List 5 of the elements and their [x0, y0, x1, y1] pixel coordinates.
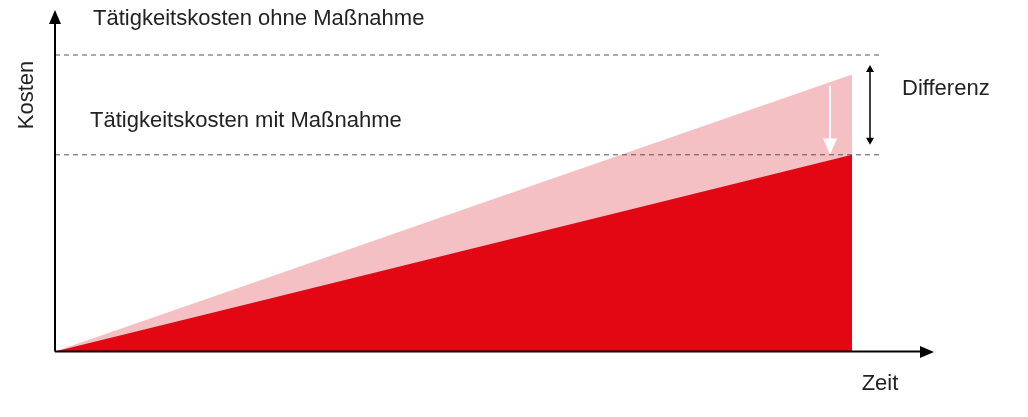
text: Tätigkeitskosten ohne Maßnahme: [93, 5, 425, 30]
y-axis-title: Kosten: [13, 60, 38, 130]
x-axis-title: Zeit: [861, 369, 899, 395]
annotation: Differenz: [902, 74, 990, 100]
annotation: Tätigkeitskosten mit Maßnahme: [90, 106, 402, 132]
